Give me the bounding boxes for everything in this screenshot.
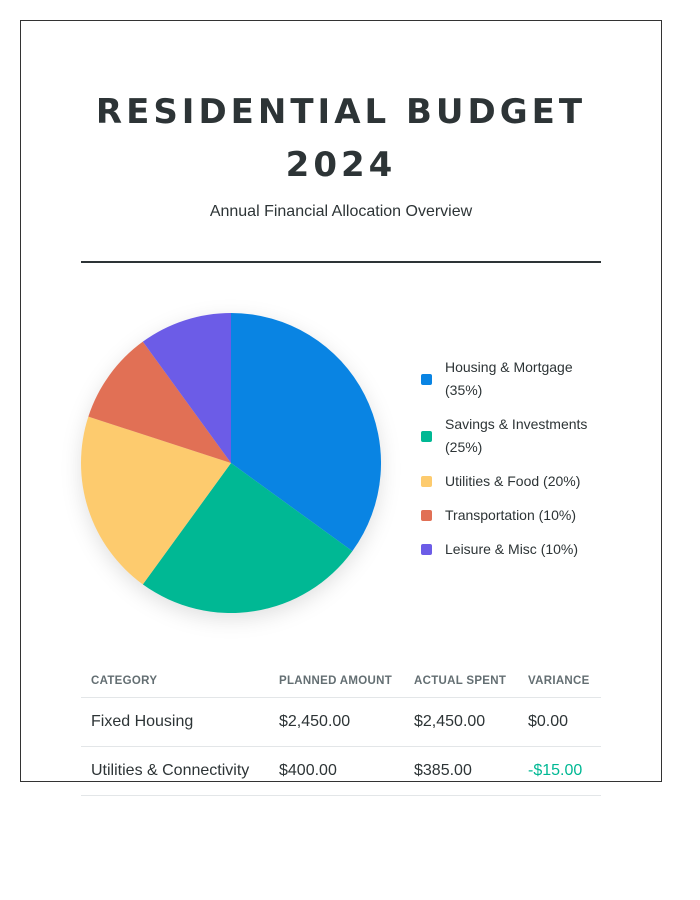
cell-category: Fixed Housing [81,697,279,747]
legend-label: Transportation (10%) [445,507,576,523]
pie-slice-utilities-food [81,416,232,585]
column-header-category: CATEGORY [81,665,279,698]
table-header-row: CATEGORY PLANNED AMOUNT ACTUAL SPENT VAR… [81,665,601,698]
page-title: RESIDENTIAL BUDGET 2024 [95,92,587,185]
pie-slice-leisure-misc [142,313,231,463]
cell-variance: $0.00 [528,697,601,747]
legend-item: Utilities & Food (20%) [421,470,611,493]
legend-label: Savings & Investments (25%) [445,416,588,455]
pie-slice-savings-investments [142,463,353,613]
pie-chart [81,313,381,613]
cell-variance: -$15.00 [528,746,601,796]
column-header-variance: VARIANCE [528,665,601,698]
legend-swatch [421,430,432,442]
cell-planned: $400.00 [279,746,414,796]
legend-label: Housing & Mortgage (35%) [445,359,573,398]
column-header-planned: PLANNED AMOUNT [279,665,414,698]
legend-item: Savings & Investments (25%) [421,413,611,459]
legend-item: Leisure & Misc (10%) [421,538,611,561]
pie-slice-housing-mortgage [231,313,381,552]
legend-swatch [421,476,432,487]
legend-swatch [421,544,432,555]
legend-item: Transportation (10%) [421,504,611,527]
cell-planned: $2,450.00 [279,697,414,747]
table-row: Utilities & Connectivity $400.00 $385.00… [81,746,601,796]
legend-label: Leisure & Misc (10%) [445,541,579,557]
divider [81,261,601,263]
pie-slice-transportation [88,341,231,463]
legend-swatch [421,373,432,385]
legend-label: Utilities & Food (20%) [445,473,581,489]
cell-actual: $385.00 [414,746,528,796]
cell-actual: $2,450.00 [414,697,528,747]
chart-legend: Housing & Mortgage (35%) Savings & Invest… [421,356,611,572]
legend-item: Housing & Mortgage (35%) [421,356,611,402]
budget-table: CATEGORY PLANNED AMOUNT ACTUAL SPENT VAR… [81,665,601,796]
column-header-actual: ACTUAL SPENT [414,665,528,698]
table-row: Fixed Housing $2,450.00 $2,450.00 $0.00 [81,697,601,747]
page-subtitle: Annual Financial Allocation Overview [209,203,473,220]
cell-category: Utilities & Connectivity [81,746,279,796]
legend-swatch [421,510,432,521]
